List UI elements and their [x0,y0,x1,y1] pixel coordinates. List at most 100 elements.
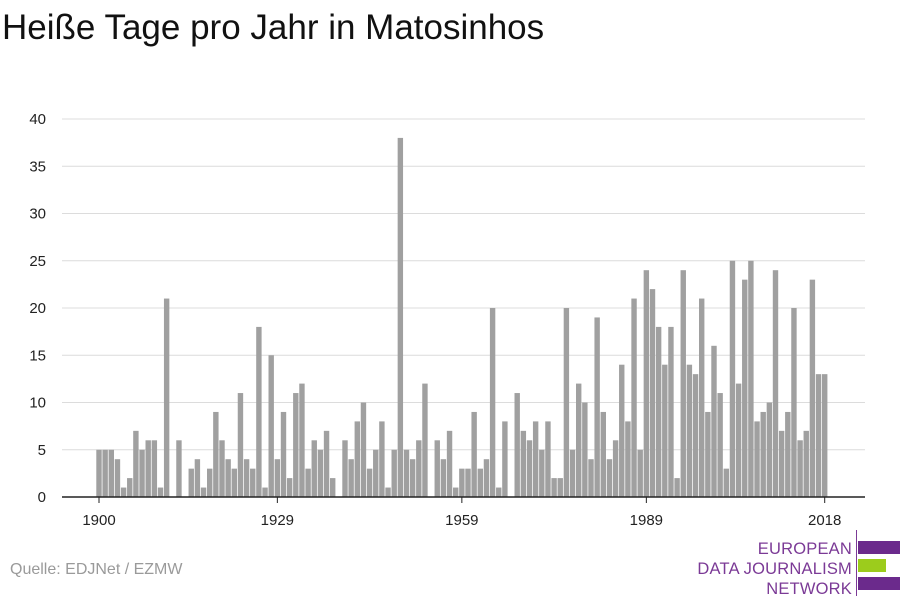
bar-1955 [434,440,440,497]
bar-1964 [489,308,496,497]
x-axis-ticks: 1900 1929 1959 1989 2018 [82,497,841,529]
bar-1971 [532,421,539,497]
logo-line-3: NETWORK [766,580,852,598]
bar-2011 [778,430,785,497]
bar-1975 [557,478,563,497]
logo-line-2: DATA JOURNALISM [697,560,852,578]
bar-1948 [391,449,397,497]
bar-1926 [256,326,262,497]
bar-1923 [237,393,244,497]
bar-1982 [600,411,606,497]
y-tick-label: 0 [38,489,46,506]
bar-2004 [735,383,742,497]
bar-2006 [748,260,754,497]
logo-divider [856,530,857,596]
x-tick-label: 2018 [808,512,841,529]
bar-1942 [354,421,360,497]
bar-1934 [305,468,311,497]
bar-1925 [250,468,256,497]
bar-1965 [496,487,502,497]
bar-1908 [145,440,151,497]
bar-1938 [330,478,336,497]
logo-line-1: EUROPEAN [757,540,852,558]
bar-2018 [822,374,828,497]
bar-1985 [619,364,625,497]
bar-1957 [446,430,453,497]
bar-1931 [286,478,293,497]
bar-1916 [194,459,201,497]
bar-1921 [225,459,231,497]
edjnet-logo: EUROPEAN DATA JOURNALISM NETWORK [697,528,900,598]
bar-1903 [114,459,121,497]
bar-1974 [551,478,557,497]
bar-1953 [422,383,428,497]
y-tick-label: 5 [38,442,46,459]
bar-2003 [729,260,736,497]
bar-1963 [483,459,490,497]
y-tick-label: 25 [29,253,46,270]
bar-1927 [262,487,268,497]
bar-2002 [723,468,729,497]
bar-1980 [588,459,594,497]
bar-1924 [243,459,250,497]
y-tick-label: 10 [29,395,46,412]
bar-1969 [520,430,527,497]
bar-1999 [705,411,711,497]
bar-1972 [539,449,545,497]
bar-1943 [360,402,367,497]
bar-1984 [612,440,619,497]
bar-1986 [625,421,631,497]
bar-1915 [188,468,194,497]
bar-1911 [163,298,170,497]
bar-1968 [514,393,520,497]
x-tick-label: 1989 [630,512,663,529]
bar-1995 [680,270,686,497]
bar-1991 [655,326,662,497]
bars [96,137,828,497]
source-note: Quelle: EDJNet / EZMW [10,561,183,578]
bar-1997 [692,374,699,497]
bar-1933 [299,383,305,497]
bar-1949 [397,137,404,497]
bar-2005 [742,279,748,497]
bar-1944 [366,468,373,497]
bar-1928 [268,355,274,497]
bar-1907 [139,449,145,497]
bar-1956 [440,459,447,497]
bar-1917 [200,487,207,497]
y-tick-label: 30 [29,206,46,223]
bar-2010 [772,270,779,497]
x-tick-label: 1929 [261,512,294,529]
bar-1979 [582,402,588,497]
bar-1935 [311,440,317,497]
bar-1959 [459,468,465,497]
y-tick-label: 15 [29,347,46,364]
bar-1973 [545,421,551,497]
y-tick-label: 20 [29,300,46,317]
bar-1919 [213,411,219,497]
x-tick-label: 1900 [82,512,115,529]
bar-2009 [766,402,773,497]
bar-1966 [502,421,508,497]
bar-1958 [453,487,459,497]
bar-1989 [643,270,650,497]
bar-2007 [754,421,760,497]
bar-1992 [662,364,668,497]
bar-1900 [96,449,102,497]
bar-1902 [108,449,114,497]
bar-2014 [797,440,803,497]
bar-1937 [323,430,330,497]
bar-1994 [674,478,680,497]
bar-1978 [576,383,582,497]
bar-2016 [809,279,816,497]
logo-bar-middle [858,559,886,572]
y-tick-label: 40 [29,111,46,128]
bar-2013 [791,308,797,497]
bar-1930 [280,411,287,497]
bar-2012 [785,411,791,497]
bar-1932 [293,393,299,497]
bar-1981 [594,317,600,497]
logo-bar-bottom [858,577,900,590]
bar-2000 [711,345,717,497]
